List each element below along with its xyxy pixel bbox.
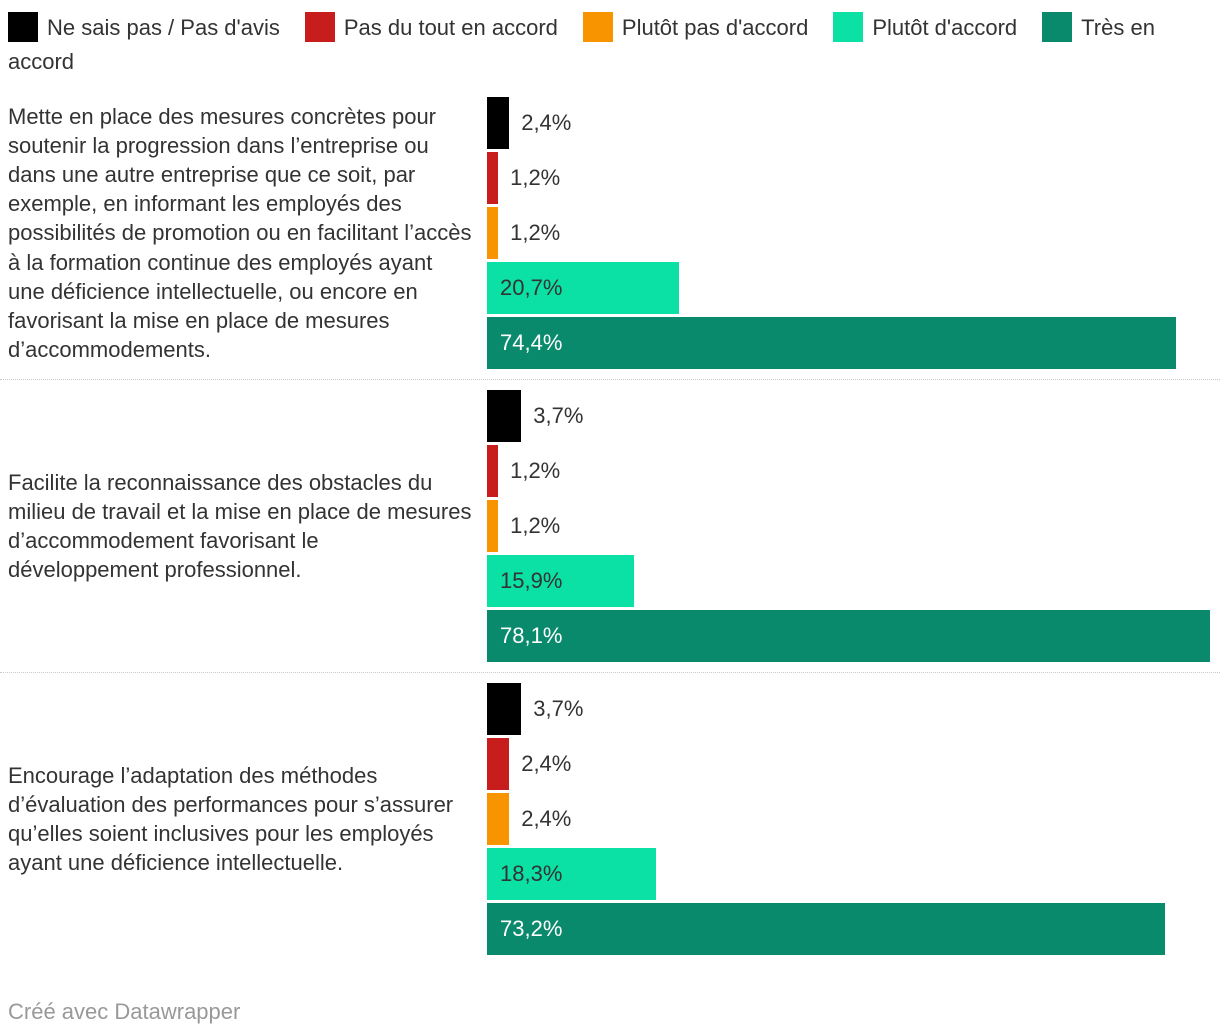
legend-item-label: Plutôt d'accord (872, 15, 1018, 40)
bar-segment (487, 793, 510, 845)
chart-row: Facilite la reconnaissance des obstacles… (0, 380, 1220, 673)
category-label: Encourage l’adaptation des méthodes d’év… (0, 673, 487, 965)
bar-segment (487, 500, 499, 552)
legend: Ne sais pas / Pas d'avis Pas du tout en a… (0, 11, 1220, 79)
bar-segment: 20,7% (487, 262, 679, 314)
bar-segment (487, 445, 499, 497)
bar-segment (487, 152, 499, 204)
bar-line: 2,4% (487, 738, 1210, 790)
bar-segment (487, 683, 522, 735)
bar-line: 1,2% (487, 207, 1210, 259)
bar-value-label: 15,9% (500, 568, 563, 593)
legend-item-0: Ne sais pas / Pas d'avis (8, 12, 280, 42)
bar-value-label: 1,2% (510, 513, 561, 538)
bar-segment: 15,9% (487, 555, 635, 607)
bar-line: 2,4% (487, 97, 1210, 149)
legend-swatch-icon (833, 12, 864, 42)
bar-value-label: 78,1% (500, 623, 563, 648)
category-label-text: Mette en place des mesures concrètes pou… (8, 104, 472, 362)
bar-line: 2,4% (487, 793, 1210, 845)
bar-segment (487, 390, 522, 442)
bar-value-label: 1,2% (510, 165, 561, 190)
legend-item-label: Pas du tout en accord (343, 15, 558, 40)
bar-value-label: 3,7% (533, 696, 584, 721)
bar-line: 1,2% (487, 152, 1210, 204)
bar-line: 3,7% (487, 390, 1210, 442)
category-label-text: Facilite la reconnaissance des obstacles… (8, 469, 472, 583)
bar-line: 78,1% (487, 610, 1210, 662)
bars-group: 3,7% 2,4% 2,4% 18,3% 73,2% (487, 673, 1220, 965)
category-label: Facilite la reconnaissance des obstacles… (0, 380, 487, 672)
legend-item-2: Plutôt pas d'accord (582, 12, 809, 42)
bar-line: 18,3% (487, 848, 1210, 900)
bar-segment (487, 207, 499, 259)
chart-row: Mette en place des mesures concrètes pou… (0, 87, 1220, 380)
legend-swatch-icon (8, 12, 38, 42)
bar-value-label: 2,4% (521, 110, 572, 135)
bar-segment: 74,4% (487, 317, 1176, 369)
legend-item-3: Plutôt d'accord (833, 12, 1018, 42)
bar-line: 73,2% (487, 903, 1210, 955)
bar-value-label: 3,7% (533, 403, 584, 428)
legend-swatch-icon (304, 12, 335, 42)
bars-group: 2,4% 1,2% 1,2% 20,7% 74,4% (487, 87, 1220, 379)
legend-item-label: Très en accord (8, 15, 1155, 74)
legend-item-4: Très en accord (8, 12, 1155, 74)
bar-line: 74,4% (487, 317, 1210, 369)
legend-item-1: Pas du tout en accord (304, 12, 558, 42)
bar-value-label: 1,2% (510, 220, 561, 245)
bar-segment: 73,2% (487, 903, 1165, 955)
bar-line: 1,2% (487, 500, 1210, 552)
bar-segment (487, 97, 510, 149)
legend-swatch-icon (582, 12, 613, 42)
bar-line: 1,2% (487, 445, 1210, 497)
bar-value-label: 20,7% (500, 275, 563, 300)
bar-segment: 78,1% (487, 610, 1210, 662)
chart-rows: Mette en place des mesures concrètes pou… (0, 87, 1220, 965)
datawrapper-attribution-link[interactable]: Créé avec Datawrapper (8, 999, 241, 1024)
legend-item-label: Plutôt pas d'accord (621, 15, 809, 40)
bars-group: 3,7% 1,2% 1,2% 15,9% 78,1% (487, 380, 1220, 672)
bar-line: 3,7% (487, 683, 1210, 735)
bar-segment (487, 738, 510, 790)
chart-row: Encourage l’adaptation des méthodes d’év… (0, 673, 1220, 965)
category-label-text: Encourage l’adaptation des méthodes d’év… (8, 762, 454, 876)
bar-line: 20,7% (487, 262, 1210, 314)
bar-value-label: 74,4% (500, 330, 563, 355)
bar-value-label: 18,3% (500, 861, 563, 886)
bar-value-label: 73,2% (500, 916, 563, 941)
bar-value-label: 2,4% (521, 751, 572, 776)
bar-value-label: 1,2% (510, 458, 561, 483)
legend-swatch-icon (1042, 12, 1073, 42)
chart-footer: Créé avec Datawrapper (0, 999, 1220, 1025)
bar-value-label: 2,4% (521, 806, 572, 831)
bar-line: 15,9% (487, 555, 1210, 607)
bar-segment: 18,3% (487, 848, 657, 900)
category-label: Mette en place des mesures concrètes pou… (0, 87, 487, 379)
legend-item-label: Ne sais pas / Pas d'avis (47, 15, 280, 40)
